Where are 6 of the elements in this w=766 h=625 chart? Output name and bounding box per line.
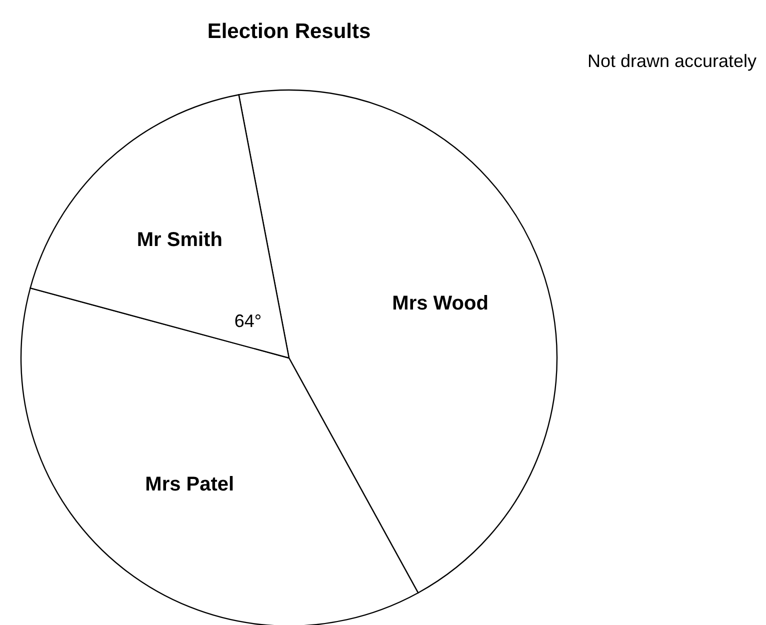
- slice-label: Mrs Patel: [145, 473, 234, 496]
- slice-label: Mrs Wood: [392, 292, 488, 315]
- text: Not drawn accurately: [587, 51, 757, 71]
- text: 64°: [234, 311, 262, 331]
- chart-title: Election Results: [207, 20, 371, 43]
- slice-label: Mr Smith: [136, 229, 222, 252]
